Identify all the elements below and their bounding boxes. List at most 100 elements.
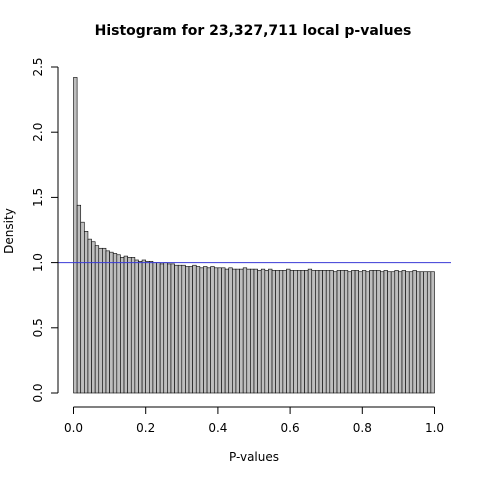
- histogram-bar: [181, 264, 186, 394]
- histogram-bar: [376, 270, 381, 394]
- histogram-bar: [213, 267, 219, 394]
- histogram-bar: [311, 270, 316, 394]
- histogram-bar: [167, 263, 172, 394]
- histogram-bar: [318, 270, 323, 394]
- histogram-bar: [307, 268, 313, 394]
- histogram-bar: [260, 268, 266, 394]
- histogram-bar: [336, 270, 341, 394]
- histogram-bar: [315, 270, 320, 394]
- y-tick-label: 1.0: [31, 253, 45, 272]
- histogram-bar: [286, 268, 291, 394]
- histogram-bar: [369, 270, 374, 394]
- histogram-bar: [123, 255, 128, 394]
- histogram-bar: [297, 270, 302, 394]
- histogram-bar: [257, 270, 262, 394]
- histogram-bar: [347, 271, 352, 394]
- histogram-bar: [275, 270, 280, 394]
- histogram-bar: [80, 221, 85, 394]
- x-tick-label: 0.6: [281, 421, 300, 435]
- histogram-bar: [405, 271, 410, 394]
- x-tick-label: 0.0: [64, 421, 83, 435]
- histogram-bar: [84, 231, 89, 394]
- histogram-bar: [239, 268, 244, 394]
- y-axis: 0.0 0.5 1.0 1.5 2.0 2.5: [31, 57, 59, 403]
- histogram-bar: [383, 270, 388, 394]
- chart-title: Histogram for 23,327,711 local p-values: [95, 23, 412, 39]
- histogram-bar: [134, 259, 139, 394]
- histogram-bar: [387, 271, 392, 394]
- histogram-bar: [416, 271, 421, 394]
- histogram-bar: [322, 270, 327, 394]
- histogram-bar: [271, 270, 276, 394]
- histogram-bar: [372, 270, 378, 394]
- histogram-bar: [141, 259, 146, 394]
- histogram-bar: [380, 271, 385, 394]
- y-tick-label: 0.5: [31, 318, 45, 337]
- histogram-bar: [423, 271, 428, 394]
- histogram-bar: [333, 271, 338, 394]
- histogram-bar: [199, 267, 204, 394]
- histogram-bar: [224, 268, 230, 394]
- histogram-bar: [195, 266, 201, 394]
- y-tick-label: 2.0: [31, 123, 45, 142]
- histogram-bar: [246, 268, 251, 394]
- histogram-bar: [351, 270, 356, 394]
- histogram-bar: [105, 250, 110, 394]
- histogram-bar: [329, 270, 334, 394]
- histogram-bar: [102, 247, 107, 394]
- histogram-bar: [268, 268, 273, 394]
- histogram-bar: [73, 77, 78, 394]
- histogram-bar: [217, 267, 222, 394]
- histogram-bar: [358, 271, 363, 394]
- histogram-bar: [282, 270, 287, 394]
- histogram-bar: [177, 264, 183, 394]
- histogram-bar: [120, 257, 125, 394]
- histogram-bar: [163, 262, 168, 394]
- histogram-bar: [185, 266, 190, 394]
- histogram-bar: [156, 262, 161, 394]
- histogram-bar: [325, 270, 331, 394]
- histogram-bar: [228, 267, 233, 394]
- histogram-bar: [91, 241, 96, 394]
- histogram-bar: [112, 253, 118, 394]
- bars-group: [73, 77, 435, 394]
- histogram-bar: [289, 270, 295, 394]
- histogram-bar: [152, 262, 157, 394]
- histogram-bar: [76, 204, 82, 394]
- histogram-bar: [354, 270, 359, 394]
- histogram-bar: [203, 266, 208, 394]
- y-tick-label: 1.5: [31, 188, 45, 207]
- histogram-bar: [361, 270, 367, 394]
- histogram-bar: [188, 266, 193, 394]
- histogram-bar: [127, 257, 132, 394]
- histogram-bar: [98, 247, 103, 394]
- x-tick-label: 0.4: [208, 421, 227, 435]
- x-tick-label: 0.2: [136, 421, 155, 435]
- histogram-bar: [206, 267, 211, 394]
- histogram-bar: [174, 264, 179, 394]
- histogram-bar: [109, 251, 114, 394]
- histogram-bar: [300, 270, 305, 394]
- histogram-bar: [398, 271, 403, 394]
- histogram-bar: [250, 268, 255, 394]
- histogram-bar: [221, 267, 226, 394]
- histogram-bar: [365, 271, 370, 394]
- y-tick-label: 0.0: [31, 383, 45, 402]
- histogram-bar: [412, 270, 417, 394]
- histogram-bar: [430, 271, 435, 394]
- x-tick-label: 1.0: [425, 421, 444, 435]
- histogram-bar: [235, 268, 240, 394]
- x-axis-label: P-values: [229, 450, 279, 464]
- histogram-bar: [394, 270, 399, 394]
- histogram-bar: [293, 270, 298, 394]
- histogram-bar: [94, 245, 100, 394]
- y-axis-label: Density: [2, 208, 16, 254]
- histogram-bar: [116, 254, 121, 394]
- histogram-bar: [192, 264, 197, 394]
- histogram-bar: [264, 270, 269, 394]
- histogram-bar: [408, 271, 414, 394]
- histogram-bar: [343, 270, 349, 394]
- histogram-bar: [130, 257, 136, 394]
